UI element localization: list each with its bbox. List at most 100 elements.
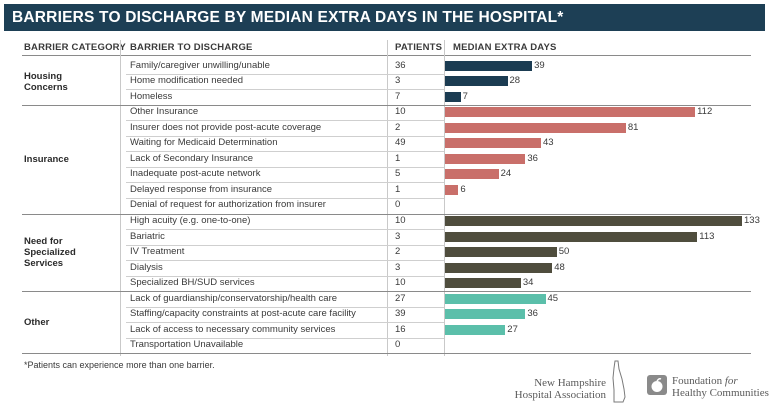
- bar-value-label: 36: [527, 308, 538, 320]
- patient-count: 16: [395, 323, 406, 335]
- group-divider: [22, 353, 751, 355]
- patient-count: 1: [395, 183, 401, 195]
- barrier-label: High acuity (e.g. one-to-one): [130, 215, 251, 226]
- category-label: Other: [24, 317, 50, 329]
- header-patients: PATIENTS: [395, 42, 443, 53]
- row-divider: [126, 89, 444, 91]
- barrier-label: Lack of guardianship/conservatorship/hea…: [130, 292, 338, 304]
- bar-value-label: 113: [699, 230, 715, 242]
- bar-value-label: 36: [527, 152, 538, 164]
- barrier-label: Denial of request for authorization from…: [130, 199, 326, 211]
- bar-value-label: 81: [627, 121, 639, 133]
- row-divider: [126, 73, 444, 75]
- title-bar: BARRIERS TO DISCHARGE BY MEDIAN EXTRA DA…: [4, 4, 765, 31]
- patient-count: 3: [395, 230, 401, 242]
- barrier-label: Transportation Unavailable: [130, 339, 244, 351]
- bar-value-label: 48: [554, 261, 565, 273]
- chart-title: BARRIERS TO DISCHARGE BY MEDIAN EXTRA DA…: [12, 9, 564, 26]
- bar-value-label: 27: [507, 323, 518, 335]
- bar: [445, 324, 506, 335]
- fhc-logo-foundation: Foundation: [672, 375, 723, 387]
- patient-count: 10: [395, 106, 406, 118]
- barrier-label: Delayed response from insurance: [130, 183, 273, 195]
- row-divider: [126, 166, 444, 168]
- bar: [445, 278, 521, 289]
- bar-value-label: 50: [558, 246, 570, 258]
- patient-count: 27: [395, 292, 406, 304]
- barrier-label: Home modification needed: [130, 75, 244, 87]
- patient-count: 0: [395, 339, 401, 351]
- bar: [445, 262, 553, 273]
- fhc-logo-line1: Foundation for: [672, 375, 738, 387]
- column-divider-barrier: [120, 40, 121, 356]
- bar-value-label: 6: [460, 183, 466, 195]
- patient-count: 36: [395, 59, 406, 71]
- patient-count: 10: [395, 215, 406, 226]
- fhc-apple-icon: [647, 375, 667, 395]
- bar: [445, 122, 626, 133]
- patient-count: 3: [395, 261, 401, 273]
- bar: [445, 153, 526, 164]
- nhha-logo-line2: Hospital Association: [514, 389, 606, 401]
- barrier-label: Other Insurance: [130, 106, 199, 118]
- patient-count: 2: [395, 121, 401, 133]
- row-divider: [126, 337, 444, 339]
- barrier-label: Staffing/capacity constraints at post-ac…: [130, 308, 356, 320]
- bar-value-label: 45: [547, 292, 559, 304]
- barrier-label: Waiting for Medicaid Determination: [130, 137, 278, 149]
- barrier-label: Lack of Secondary Insurance: [130, 152, 254, 164]
- patient-count: 39: [395, 308, 406, 320]
- header-category: BARRIER CATEGORY: [24, 42, 126, 53]
- bar-value-label: 112: [697, 106, 713, 118]
- patient-count: 10: [395, 277, 406, 289]
- barrier-label: Family/caregiver unwilling/unable: [130, 59, 270, 71]
- patient-count: 49: [395, 137, 406, 149]
- bar-value-label: 39: [534, 59, 545, 71]
- header-barrier: BARRIER TO DISCHARGE: [130, 42, 253, 53]
- bar: [445, 216, 742, 226]
- barrier-label: Lack of access to necessary community se…: [130, 323, 336, 335]
- bar: [445, 76, 508, 87]
- category-label: Insurance: [24, 154, 69, 166]
- fhc-logo: Foundation for Healthy Communities: [646, 370, 769, 404]
- bar: [445, 184, 459, 195]
- row-divider: [126, 135, 444, 137]
- row-divider: [126, 322, 444, 324]
- group-divider: [22, 104, 751, 106]
- row-divider: [126, 306, 444, 308]
- barrier-label: Bariatric: [130, 230, 165, 242]
- header-divider: [22, 55, 751, 56]
- patient-count: 1: [395, 152, 401, 164]
- patient-count: 7: [395, 90, 401, 102]
- bar-value-label: 28: [509, 75, 521, 87]
- row-divider: [126, 197, 444, 199]
- barrier-label: Insurer does not provide post-acute cove…: [130, 121, 322, 133]
- nhha-logo-line1: New Hampshire: [534, 377, 606, 389]
- bar: [445, 138, 541, 149]
- nhha-state-mark-icon: [612, 360, 626, 403]
- column-divider-days: [444, 40, 445, 356]
- row-divider: [126, 182, 444, 184]
- patient-count: 2: [395, 246, 401, 258]
- fhc-logo-for: for: [724, 375, 738, 387]
- row-divider: [126, 229, 444, 231]
- nhha-logo: New Hampshire Hospital Association: [515, 360, 630, 404]
- patient-count: 5: [395, 168, 401, 180]
- bar: [445, 231, 698, 242]
- bar-value-label: 34: [522, 277, 534, 289]
- bar: [445, 309, 526, 320]
- bar-value-label: 24: [500, 168, 512, 180]
- patient-count: 3: [395, 75, 401, 87]
- bar: [445, 91, 461, 102]
- bar-value-label: 7: [462, 90, 468, 102]
- group-divider: [22, 291, 751, 293]
- barrier-label: Dialysis: [130, 261, 163, 273]
- bar: [445, 293, 546, 304]
- row-divider: [126, 260, 444, 262]
- barrier-label: Specialized BH/SUD services: [130, 277, 255, 289]
- bar: [445, 247, 557, 258]
- group-divider: [22, 213, 751, 215]
- row-divider: [126, 275, 444, 277]
- category-label: Housing Concerns: [24, 70, 68, 93]
- patient-count: 0: [395, 199, 401, 211]
